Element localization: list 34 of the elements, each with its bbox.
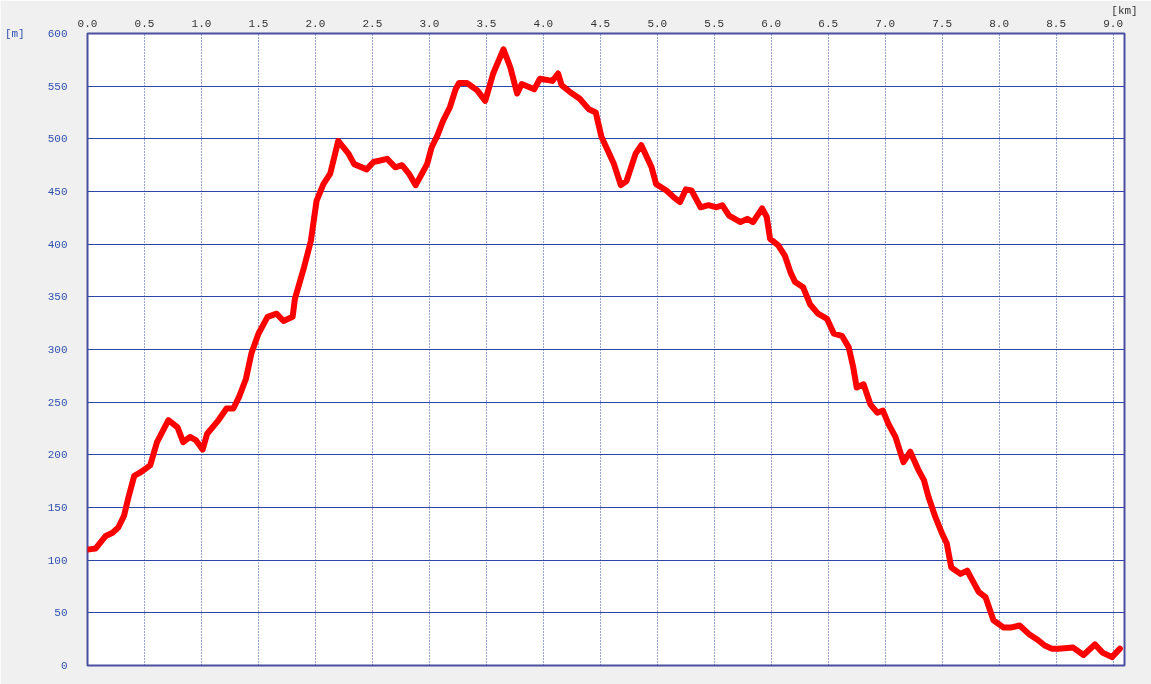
y-tick-label: 150: [47, 502, 68, 514]
y-tick-label: 350: [47, 291, 68, 304]
y-tick-label: 250: [47, 396, 68, 409]
x-tick-label: 7.5: [932, 17, 953, 30]
y-tick-label: 550: [47, 80, 68, 93]
y-tick-label: 200: [47, 449, 68, 462]
x-tick-label: 7.0: [875, 17, 896, 30]
x-tick-label: 3.0: [419, 17, 440, 30]
y-tick-label: 450: [47, 186, 68, 198]
x-tick-label: 6.0: [761, 17, 782, 30]
y-tick-label: 400: [47, 238, 68, 251]
y-tick-label: 0: [60, 660, 68, 672]
x-tick-label: 1.5: [248, 17, 269, 30]
x-tick-label: 8.0: [989, 17, 1010, 30]
y-tick-label: 600: [47, 28, 68, 40]
y-tick-label: 100: [47, 554, 68, 567]
x-tick-label: 3.5: [476, 17, 497, 30]
x-tick-label: 0.0: [77, 17, 98, 30]
x-axis-title: [km]: [1111, 4, 1138, 17]
x-tick-label: 1.0: [191, 17, 212, 30]
x-tick-label: 5.0: [647, 17, 668, 30]
x-tick-label: 2.5: [362, 17, 383, 30]
y-axis-title: [m]: [4, 27, 25, 40]
x-tick-label: 2.0: [305, 17, 326, 30]
x-tick-label: 4.5: [590, 17, 611, 30]
x-tick-label: 0.5: [134, 17, 155, 30]
x-tick-label: 6.5: [818, 17, 839, 30]
y-tick-label: 50: [54, 607, 68, 620]
x-tick-label: 4.0: [533, 17, 554, 30]
x-tick-label: 9.0: [1103, 17, 1124, 30]
x-tick-label: 5.5: [704, 17, 725, 30]
y-tick-label: 300: [47, 344, 68, 356]
x-tick-label: 8.5: [1046, 17, 1067, 30]
y-tick-label: 500: [47, 133, 68, 146]
